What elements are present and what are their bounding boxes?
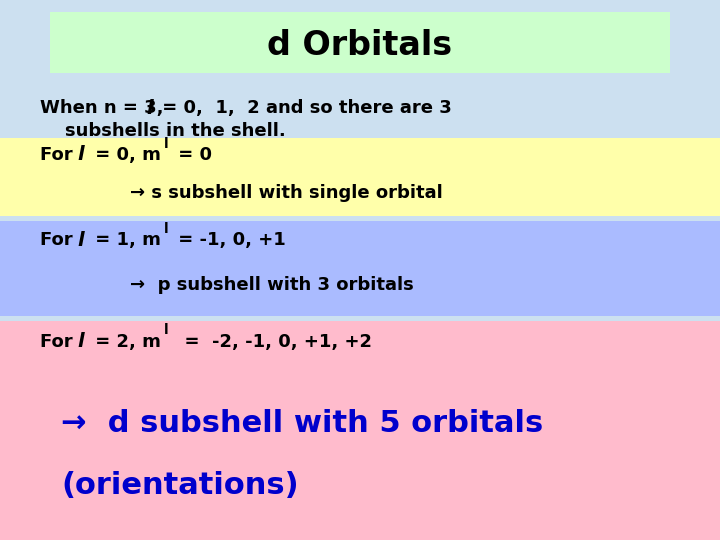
- Text: l: l: [78, 231, 84, 250]
- Text: = 2, m: = 2, m: [89, 333, 161, 351]
- FancyBboxPatch shape: [50, 12, 670, 73]
- FancyBboxPatch shape: [0, 221, 720, 316]
- Text: For: For: [40, 231, 78, 249]
- Text: For: For: [40, 146, 78, 164]
- Text: l: l: [164, 222, 168, 236]
- Text: When n = 3,: When n = 3,: [40, 99, 169, 117]
- Text: = 0, m: = 0, m: [89, 146, 161, 164]
- Text: = 0,  1,  2 and so there are 3: = 0, 1, 2 and so there are 3: [156, 99, 452, 117]
- Text: →  p subshell with 3 orbitals: → p subshell with 3 orbitals: [130, 275, 413, 294]
- Text: →  d subshell with 5 orbitals: → d subshell with 5 orbitals: [61, 409, 544, 438]
- Text: l: l: [78, 145, 84, 165]
- Text: l: l: [146, 98, 153, 118]
- Text: l: l: [164, 323, 168, 338]
- Text: For: For: [40, 333, 78, 351]
- Text: l: l: [164, 137, 168, 151]
- Text: = -1, 0, +1: = -1, 0, +1: [172, 231, 286, 249]
- Text: (orientations): (orientations): [61, 471, 299, 501]
- Text: = 0: = 0: [172, 146, 212, 164]
- Text: l: l: [78, 332, 84, 352]
- Text: subshells in the shell.: subshells in the shell.: [65, 122, 286, 140]
- Text: → s subshell with single orbital: → s subshell with single orbital: [130, 184, 442, 202]
- FancyBboxPatch shape: [0, 138, 720, 216]
- Text: = 1, m: = 1, m: [89, 231, 161, 249]
- FancyBboxPatch shape: [0, 321, 720, 540]
- Text: =  -2, -1, 0, +1, +2: = -2, -1, 0, +1, +2: [172, 333, 372, 351]
- Text: d Orbitals: d Orbitals: [267, 29, 453, 63]
